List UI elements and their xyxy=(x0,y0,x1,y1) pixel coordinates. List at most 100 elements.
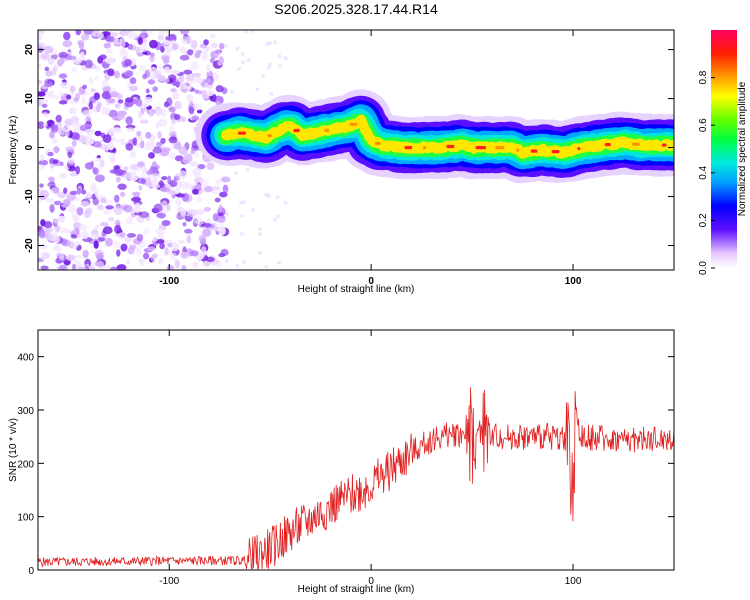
noise-blob xyxy=(117,183,127,190)
noise-blob xyxy=(160,137,166,144)
noise-blob xyxy=(218,56,224,65)
noise-blob xyxy=(103,42,112,49)
noise-blob xyxy=(77,40,85,47)
noise-blob xyxy=(53,218,59,224)
ridge-peak xyxy=(632,142,640,146)
ridge-peak xyxy=(577,147,581,151)
noise-blob xyxy=(115,138,121,144)
noise-blob xyxy=(116,264,127,270)
noise-blob xyxy=(169,252,178,261)
noise-blob xyxy=(123,204,133,213)
noise-blob-faint xyxy=(240,214,245,218)
noise-blob xyxy=(204,82,209,89)
ridge-peak xyxy=(267,134,272,138)
noise-blob xyxy=(106,264,112,270)
noise-blob xyxy=(113,70,121,79)
noise-blob xyxy=(178,75,185,83)
noise-blob xyxy=(90,234,99,239)
noise-blob xyxy=(47,182,56,188)
noise-blob xyxy=(81,230,89,240)
noise-blob xyxy=(93,92,101,100)
noise-blob xyxy=(148,152,155,159)
spectrogram-ridge xyxy=(195,89,674,184)
noise-blob xyxy=(125,116,133,126)
noise-blob xyxy=(58,91,64,97)
x-tick-label: 100 xyxy=(565,576,582,587)
noise-blob xyxy=(139,30,148,33)
noise-blob-faint xyxy=(277,54,282,59)
noise-blob xyxy=(144,143,155,151)
noise-blob xyxy=(139,65,147,72)
noise-blob xyxy=(174,155,184,162)
noise-blob xyxy=(94,249,104,257)
noise-blob xyxy=(40,265,49,270)
y-tick-label: 20 xyxy=(24,44,35,56)
noise-blob xyxy=(192,261,199,269)
noise-blob xyxy=(180,208,187,217)
noise-blob xyxy=(71,140,77,147)
noise-blob xyxy=(87,265,96,270)
noise-blob xyxy=(141,165,148,174)
y-tick-label: 200 xyxy=(17,459,34,470)
noise-blob xyxy=(58,253,65,261)
noise-blob xyxy=(182,222,187,227)
y-tick-label: 400 xyxy=(17,353,34,364)
noise-blob xyxy=(187,49,194,56)
noise-blob xyxy=(129,85,139,92)
noise-blob xyxy=(179,30,190,35)
noise-blob xyxy=(119,37,124,42)
noise-blob xyxy=(206,89,215,97)
noise-blob xyxy=(147,246,156,251)
noise-blob xyxy=(161,220,171,226)
noise-blob xyxy=(157,131,162,139)
noise-blob xyxy=(73,227,80,237)
noise-blob xyxy=(139,211,149,219)
noise-blob xyxy=(131,164,139,170)
noise-blob xyxy=(53,232,59,239)
noise-blob xyxy=(166,97,173,107)
noise-blob xyxy=(174,173,181,180)
noise-blob xyxy=(49,131,55,139)
noise-blob xyxy=(139,119,149,124)
noise-blob xyxy=(69,85,76,93)
y-tick-label: -20 xyxy=(24,238,35,253)
colorbar-tick-label: 0.0 xyxy=(698,261,709,275)
noise-blob xyxy=(164,45,173,54)
noise-blob-faint xyxy=(246,58,251,62)
noise-blob xyxy=(114,168,124,176)
noise-blob xyxy=(49,204,55,213)
noise-blob xyxy=(107,216,115,222)
noise-blob xyxy=(113,240,121,249)
noise-blob xyxy=(105,48,114,54)
noise-blob xyxy=(206,64,211,73)
noise-blob xyxy=(53,65,58,73)
noise-blob xyxy=(43,221,53,229)
noise-blob xyxy=(94,260,104,267)
noise-blob xyxy=(195,209,205,216)
noise-blob xyxy=(185,73,195,82)
noise-blob xyxy=(40,190,49,199)
noise-blob xyxy=(115,103,121,109)
noise-blob xyxy=(196,49,203,54)
noise-blob xyxy=(66,94,72,100)
noise-blob xyxy=(112,115,119,121)
snr-x-ticks: -100 0 100 xyxy=(159,330,582,587)
colorbar-tick-label: 0.4 xyxy=(698,165,709,179)
noise-blob xyxy=(42,122,48,127)
noise-blob xyxy=(159,242,166,250)
spectrogram-frame xyxy=(37,29,675,271)
noise-blob xyxy=(197,164,206,170)
noise-blob xyxy=(203,223,212,228)
noise-blob xyxy=(144,69,151,79)
noise-blob xyxy=(196,195,202,202)
noise-blob xyxy=(123,166,129,171)
noise-blob xyxy=(94,157,102,162)
noise-blob-faint xyxy=(273,40,277,45)
noise-blob xyxy=(155,106,163,116)
noise-blob xyxy=(152,237,158,242)
noise-blob xyxy=(131,197,142,202)
noise-blob-faint xyxy=(235,46,240,51)
noise-blob xyxy=(146,30,153,35)
noise-blob xyxy=(114,194,120,203)
y-tick-label: 0 xyxy=(24,144,35,150)
